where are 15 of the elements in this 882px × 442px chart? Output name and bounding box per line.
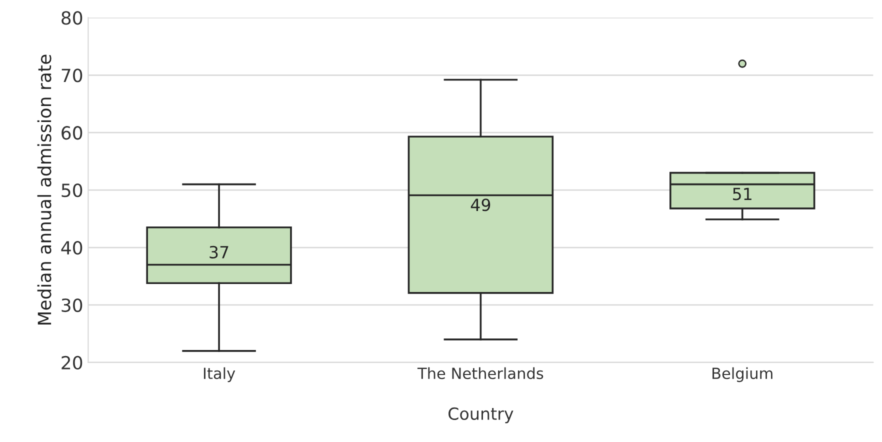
y-tick-label: 20 <box>62 356 82 370</box>
x-tick-label: Italy <box>204 367 236 382</box>
x-tick-label: The Netherlands <box>417 367 544 380</box>
annotation: 37 <box>210 246 228 258</box>
annotation: 51 <box>733 188 752 200</box>
x-axis-title: Country <box>448 407 514 424</box>
annotation: 49 <box>470 198 490 212</box>
y-tick-label: 30 <box>62 298 82 312</box>
y-tick-label: 70 <box>62 68 82 82</box>
y-tick-label: 80 <box>62 11 82 25</box>
y-tick-label: 40 <box>61 240 82 255</box>
y-tick-label: 60 <box>62 126 82 140</box>
x-tick-label: Belgium <box>712 367 772 382</box>
y-tick-label: 50 <box>62 184 82 198</box>
y-axis-title: Median annual admission rate <box>37 54 52 325</box>
